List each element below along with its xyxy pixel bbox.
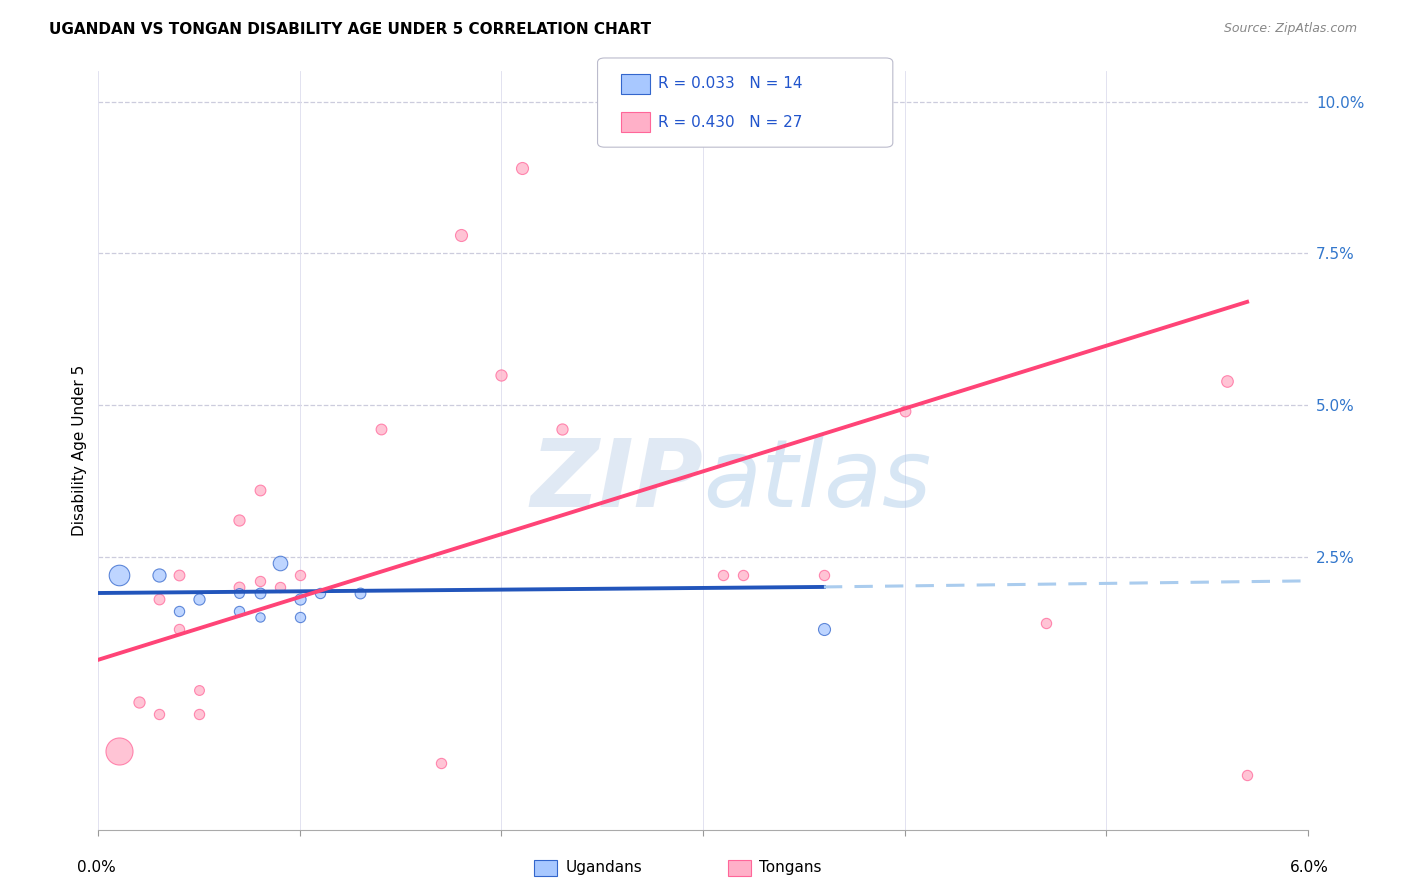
Point (228, 604, 250, 618)
Point (288, 592, 311, 607)
Point (510, 161, 533, 176)
Text: 6.0%: 6.0% (1289, 860, 1329, 874)
Point (228, 513, 250, 527)
Point (107, 744, 129, 758)
Point (249, 586, 271, 600)
Point (128, 695, 150, 709)
Point (249, 483, 271, 497)
Point (1236, 768, 1258, 782)
Point (733, 567, 755, 582)
Text: Ugandans: Ugandans (565, 861, 643, 875)
Text: Tongans: Tongans (759, 861, 821, 875)
Point (450, 228, 472, 243)
Point (148, 567, 170, 582)
Text: 0.0%: 0.0% (77, 860, 117, 874)
Point (228, 586, 250, 600)
Point (148, 592, 170, 607)
Point (188, 707, 211, 722)
Y-axis label: Disability Age Under 5: Disability Age Under 5 (72, 365, 87, 536)
Point (551, 422, 574, 436)
Point (1035, 616, 1057, 631)
Text: UGANDAN VS TONGAN DISABILITY AGE UNDER 5 CORRELATION CHART: UGANDAN VS TONGAN DISABILITY AGE UNDER 5… (49, 22, 651, 37)
Text: ZIP: ZIP (530, 434, 703, 527)
Point (167, 623, 190, 637)
Point (249, 610, 271, 624)
Point (167, 604, 190, 618)
Point (188, 683, 211, 698)
Point (813, 623, 835, 637)
Point (269, 556, 291, 570)
Point (711, 567, 734, 582)
Point (430, 756, 453, 770)
Point (228, 580, 250, 594)
Text: R = 0.430   N = 27: R = 0.430 N = 27 (658, 115, 803, 129)
Point (107, 567, 129, 582)
Point (148, 707, 170, 722)
Point (249, 574, 271, 588)
Point (1216, 374, 1239, 388)
Point (491, 368, 513, 382)
Point (370, 422, 392, 436)
Point (269, 580, 291, 594)
Point (188, 592, 211, 607)
Text: atlas: atlas (703, 435, 931, 526)
Point (167, 567, 190, 582)
Text: R = 0.033   N = 14: R = 0.033 N = 14 (658, 77, 803, 91)
Point (893, 404, 915, 418)
Point (309, 586, 332, 600)
Point (288, 567, 311, 582)
Point (288, 610, 311, 624)
Text: Source: ZipAtlas.com: Source: ZipAtlas.com (1223, 22, 1357, 36)
Point (813, 567, 835, 582)
Point (349, 586, 371, 600)
